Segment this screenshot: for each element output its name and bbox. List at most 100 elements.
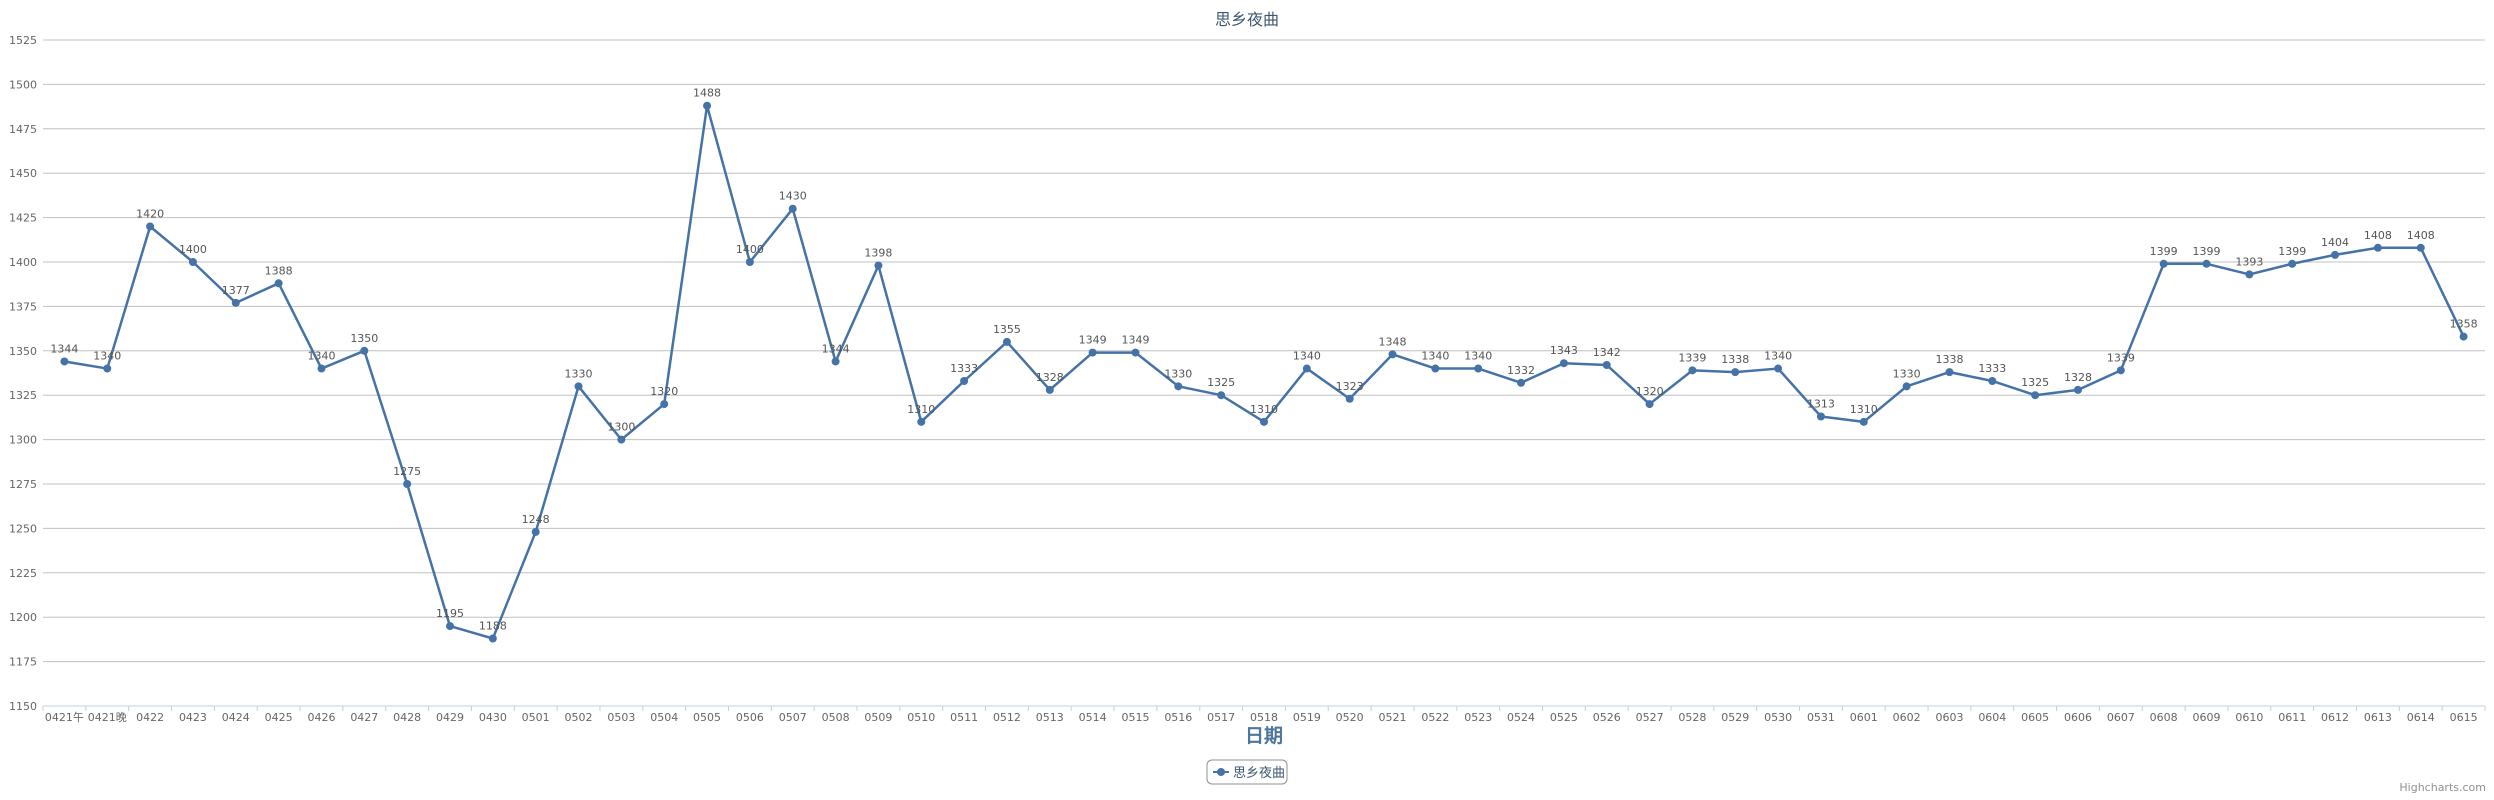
data-point[interactable] (146, 222, 155, 231)
data-point[interactable] (403, 480, 412, 488)
x-tick-label: 0513 (1036, 711, 1064, 724)
data-label: 1343 (1550, 344, 1578, 357)
data-label: 1188 (479, 620, 507, 633)
x-tick-label: 0518 (1250, 711, 1278, 724)
legend[interactable]: 思乡夜曲 (1206, 759, 1288, 785)
x-tick-label: 0517 (1207, 711, 1235, 724)
data-point[interactable] (831, 357, 840, 366)
x-tick-label: 0523 (1464, 711, 1492, 724)
y-tick-label: 1150 (9, 700, 37, 713)
data-point[interactable] (1816, 412, 1825, 421)
data-label: 1344 (50, 342, 78, 355)
data-point[interactable] (1088, 348, 1097, 357)
data-point[interactable] (1431, 364, 1440, 373)
series-line[interactable] (64, 104, 2465, 640)
data-label: 1330 (1893, 367, 1921, 380)
data-point[interactable] (1131, 348, 1140, 357)
data-label: 1313 (1807, 398, 1835, 411)
x-tick-label: 0507 (779, 711, 807, 724)
data-label: 1333 (950, 362, 978, 375)
x-tick-label: 0422 (136, 711, 164, 724)
data-point[interactable] (1945, 368, 1954, 377)
data-point[interactable] (488, 634, 497, 643)
x-tick-label: 0529 (1721, 711, 1749, 724)
x-tick-label: 0527 (1636, 711, 1664, 724)
data-point[interactable] (188, 258, 197, 266)
data-point[interactable] (2245, 270, 2254, 279)
y-tick-label: 1225 (9, 567, 37, 580)
data-point[interactable] (1345, 394, 1354, 403)
x-tick-label: 0503 (607, 711, 635, 724)
data-point[interactable] (1688, 366, 1697, 375)
data-point[interactable] (1902, 382, 1911, 391)
data-point[interactable] (274, 279, 283, 288)
x-tick-label: 0605 (2021, 711, 2049, 724)
data-label: 1275 (393, 465, 421, 478)
data-point[interactable] (703, 101, 712, 110)
data-point[interactable] (2202, 259, 2211, 268)
data-point[interactable] (446, 622, 454, 631)
data-point[interactable] (2074, 385, 2082, 394)
data-point[interactable] (2159, 259, 2168, 268)
x-tick-label: 0506 (736, 711, 764, 724)
data-point[interactable] (1859, 417, 1868, 426)
data-point[interactable] (788, 204, 797, 213)
data-point[interactable] (874, 261, 883, 270)
data-label: 1349 (1121, 334, 1149, 347)
credit-text[interactable]: Highcharts.com (2399, 781, 2486, 794)
data-label: 1328 (1036, 371, 1064, 384)
data-label: 1325 (2021, 376, 2049, 389)
data-point[interactable] (531, 527, 540, 536)
x-tick-label: 0514 (1079, 711, 1107, 724)
data-point[interactable] (1174, 382, 1183, 391)
data-point[interactable] (917, 417, 926, 426)
data-point[interactable] (2416, 243, 2425, 252)
data-point[interactable] (2373, 243, 2382, 252)
x-tick-label: 0521 (1379, 711, 1407, 724)
data-point[interactable] (1645, 400, 1654, 409)
data-point[interactable] (660, 400, 669, 409)
data-point[interactable] (574, 382, 583, 391)
data-label: 1399 (2278, 245, 2306, 258)
data-point[interactable] (1474, 364, 1483, 373)
data-point[interactable] (745, 258, 754, 266)
data-point[interactable] (1559, 359, 1568, 368)
data-point[interactable] (2331, 250, 2340, 259)
data-point[interactable] (2288, 259, 2297, 268)
data-point[interactable] (2031, 391, 2040, 400)
data-point[interactable] (231, 298, 240, 307)
legend-item-label[interactable]: 思乡夜曲 (1233, 766, 1285, 781)
data-point[interactable] (60, 357, 69, 366)
data-label: 1400 (179, 243, 207, 256)
data-point[interactable] (617, 435, 626, 444)
data-label: 1338 (1721, 353, 1749, 366)
data-point[interactable] (1731, 368, 1740, 377)
data-point[interactable] (960, 376, 969, 385)
data-label: 1344 (822, 342, 850, 355)
data-point[interactable] (1217, 391, 1226, 400)
data-label: 1320 (1636, 385, 1664, 398)
data-point[interactable] (1602, 361, 1611, 370)
data-point[interactable] (1302, 364, 1311, 373)
data-point[interactable] (1260, 417, 1268, 426)
data-point[interactable] (360, 346, 369, 355)
data-point[interactable] (103, 364, 112, 373)
data-point[interactable] (2116, 366, 2125, 375)
data-point[interactable] (1045, 385, 1054, 394)
data-point[interactable] (1517, 378, 1526, 387)
data-label: 1332 (1507, 364, 1535, 377)
data-point[interactable] (1002, 337, 1011, 346)
data-point[interactable] (1388, 350, 1397, 359)
grid-lines (43, 39, 2485, 707)
data-point[interactable] (1988, 376, 1997, 385)
data-point[interactable] (1774, 364, 1783, 373)
x-tick-label: 0508 (822, 711, 850, 724)
x-tick-label: 0429 (436, 711, 464, 724)
x-tick-label: 0510 (907, 711, 935, 724)
data-label: 1342 (1593, 346, 1621, 359)
data-label: 1398 (864, 247, 892, 260)
data-point[interactable] (317, 364, 326, 373)
y-tick-label: 1425 (9, 212, 37, 225)
data-point[interactable] (2459, 332, 2468, 341)
data-label: 1340 (93, 350, 121, 363)
